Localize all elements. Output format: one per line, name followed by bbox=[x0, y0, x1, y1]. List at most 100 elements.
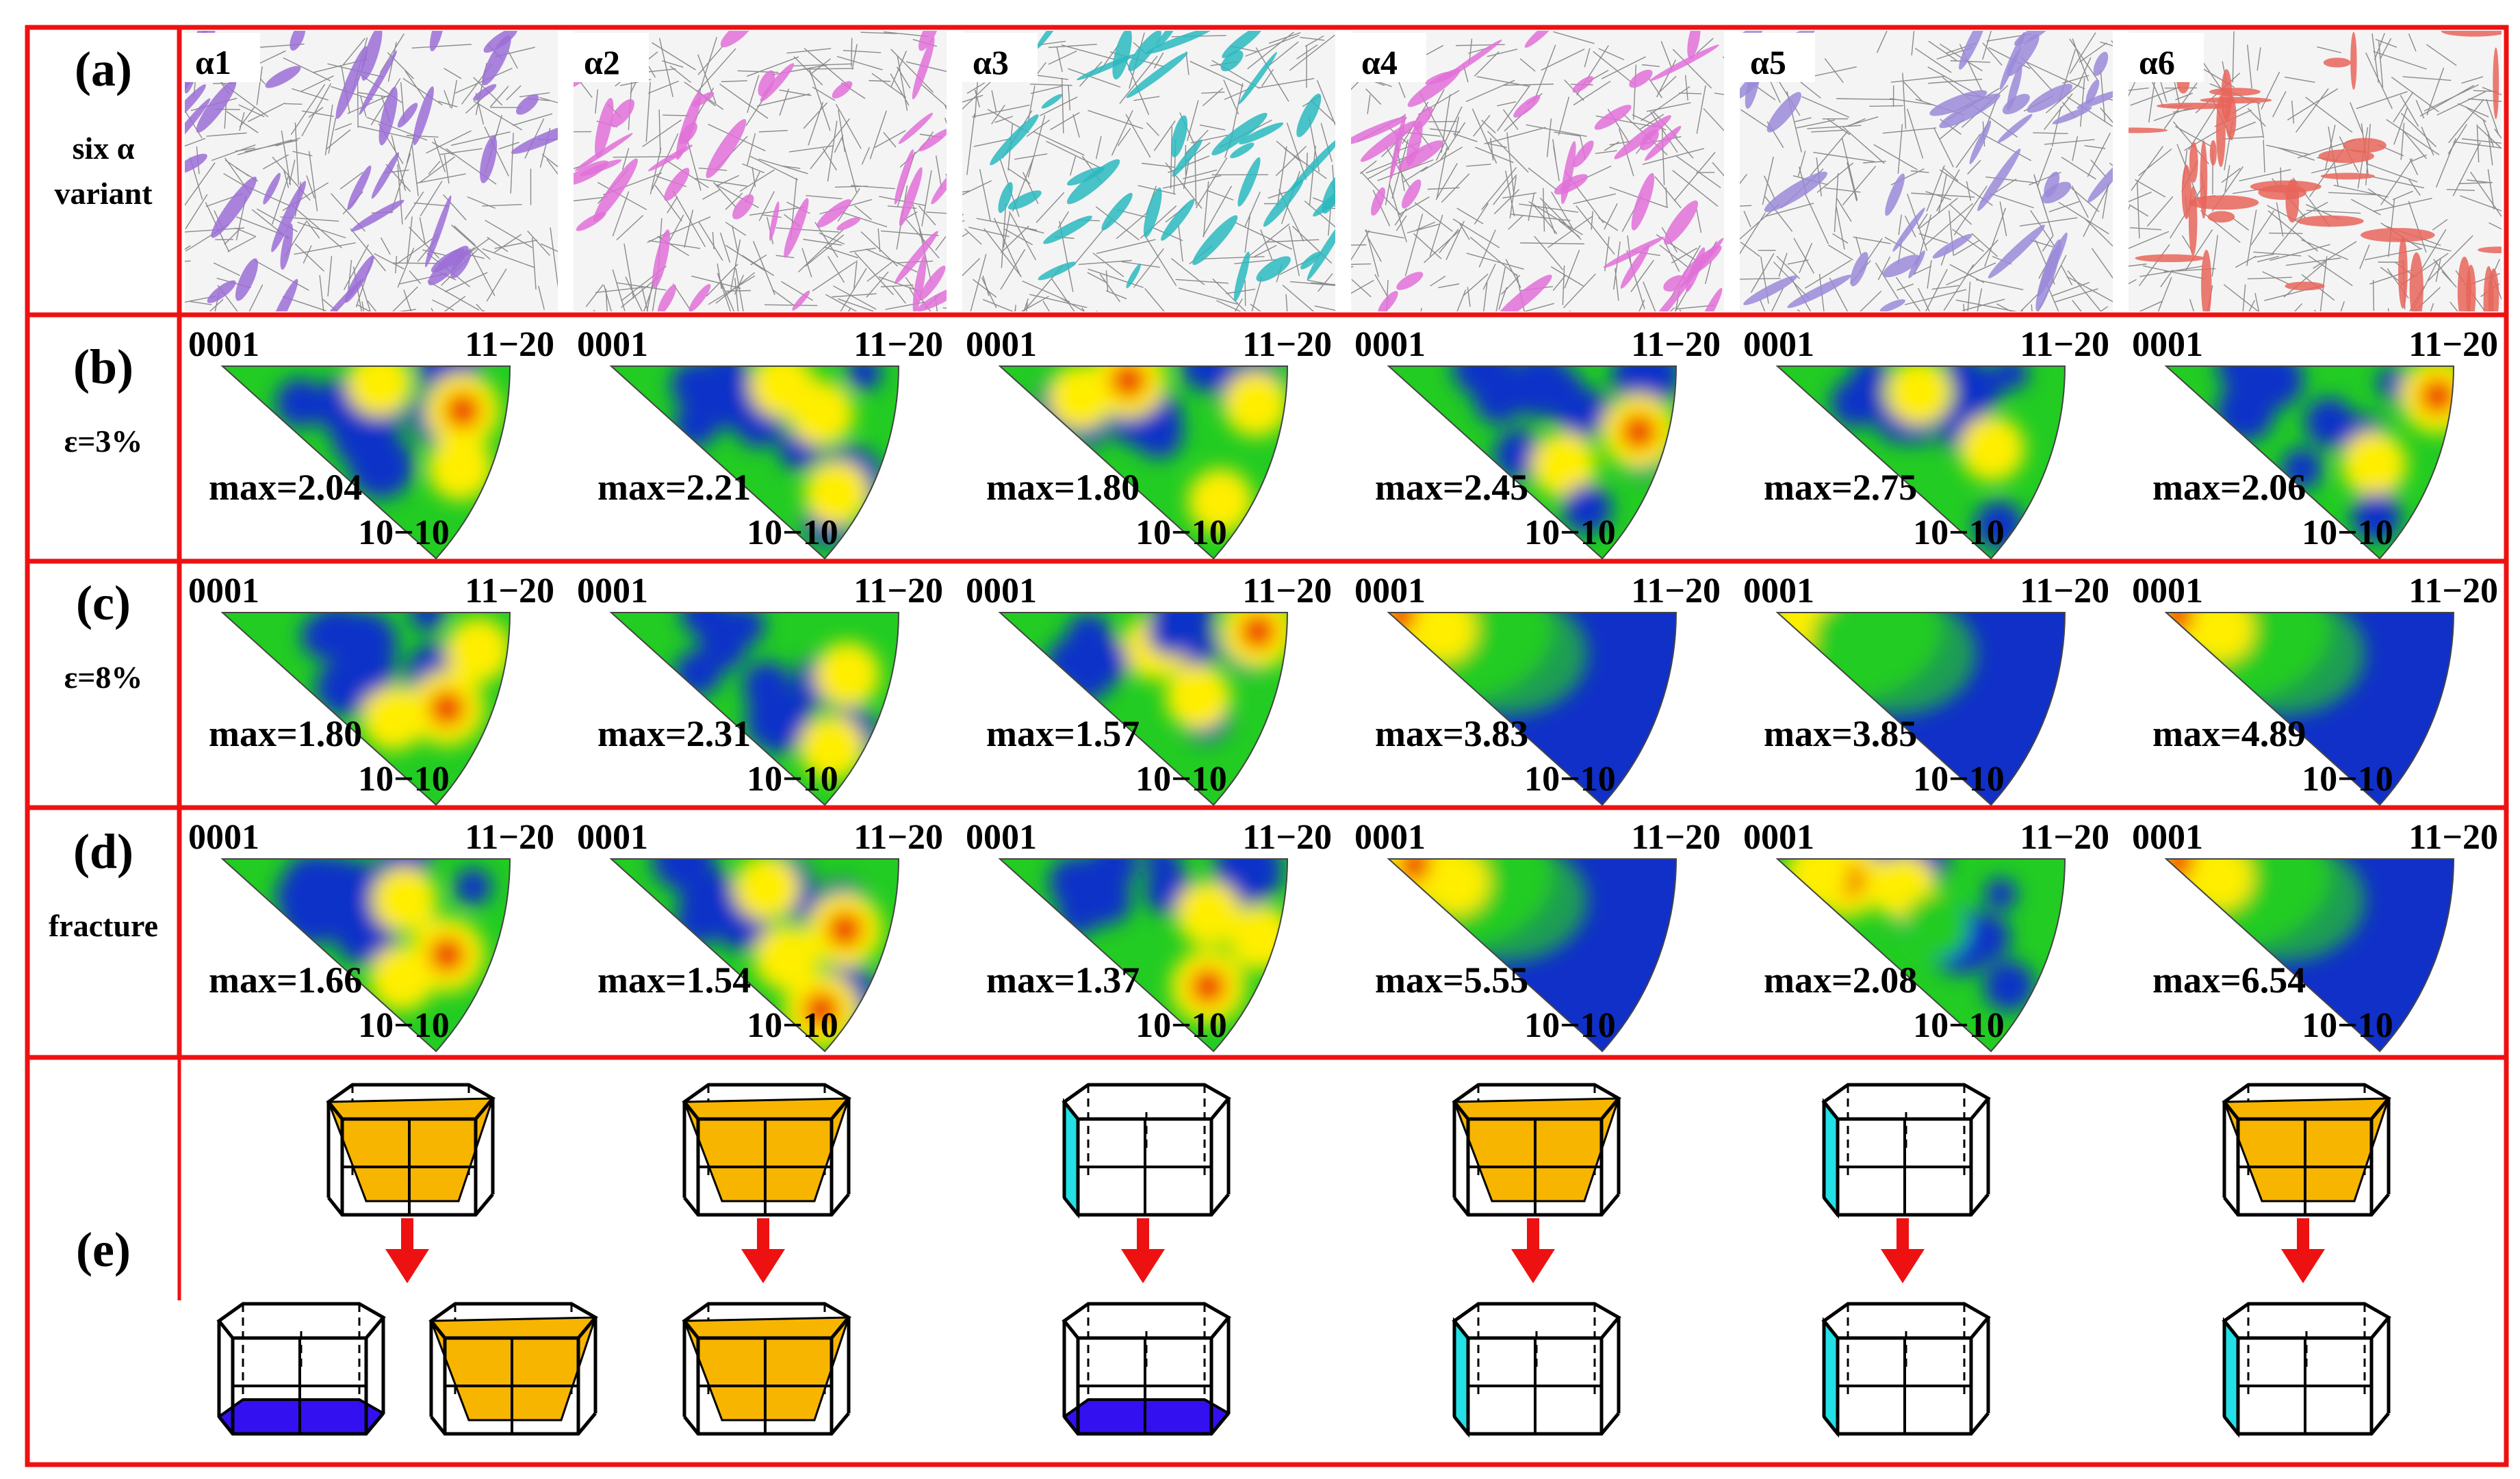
lath-outline bbox=[944, 117, 947, 125]
lath-outline bbox=[1438, 283, 1460, 289]
lath-outline bbox=[2373, 51, 2427, 70]
lath-outline bbox=[272, 156, 311, 201]
ipf-outline bbox=[609, 858, 900, 1053]
lath-outline bbox=[809, 69, 831, 131]
lath-outline bbox=[540, 243, 558, 253]
lath-outline bbox=[440, 148, 483, 155]
lath-outline bbox=[367, 300, 377, 311]
transition-arrow bbox=[1881, 1218, 1925, 1283]
variant-lath bbox=[1629, 69, 1653, 88]
lath-outline bbox=[2100, 107, 2113, 123]
lath-outline bbox=[612, 191, 630, 237]
lath-outline bbox=[1996, 303, 2013, 311]
variant-lath bbox=[1402, 179, 1422, 209]
lath-outline bbox=[1898, 214, 1902, 235]
lath-outline bbox=[1269, 41, 1299, 66]
lath-outline bbox=[2287, 88, 2339, 120]
lath-outline bbox=[2129, 279, 2137, 285]
lath-outline bbox=[1456, 207, 1484, 224]
lath-outline bbox=[836, 103, 862, 149]
lath-outline bbox=[1487, 131, 1529, 173]
lath-outline bbox=[2055, 288, 2098, 303]
lath-outline bbox=[428, 160, 441, 175]
variant-lath bbox=[1066, 159, 1120, 205]
lath-outline bbox=[1194, 148, 1197, 206]
variant-lath bbox=[1289, 136, 1335, 191]
lath-outline bbox=[1528, 167, 1558, 191]
lath-outline bbox=[1818, 274, 1825, 311]
lath-outline bbox=[1245, 34, 1300, 57]
inverse-pole-figures: 0001 11−20 10−10 max=2.04 0001 11−20 10−10 max=… bbox=[188, 325, 2498, 1053]
ipf-blob bbox=[1228, 905, 1287, 971]
lath-outline bbox=[1146, 122, 1159, 136]
lath-outline bbox=[2072, 300, 2082, 311]
lath-outline bbox=[1853, 236, 1891, 244]
ipf-corner-11-20: 11−20 bbox=[2020, 325, 2109, 364]
lath-outline bbox=[970, 253, 987, 311]
ipf-d-6: 0001 11−20 10−10 max=6.54 bbox=[2132, 818, 2498, 1053]
variant-lath bbox=[1239, 122, 1284, 144]
lath-outline bbox=[993, 218, 1021, 277]
ipf-blob bbox=[1562, 484, 1612, 534]
ipf-blobs bbox=[1452, 366, 1676, 534]
lath-outline bbox=[2372, 176, 2425, 189]
lath-outline bbox=[779, 89, 812, 97]
variant-lath bbox=[2007, 65, 2022, 111]
ipf-outline bbox=[998, 612, 1289, 806]
lath-outline bbox=[1068, 85, 1071, 111]
lath-outline bbox=[869, 110, 887, 159]
variant-lath bbox=[1313, 180, 1335, 217]
lath-outline bbox=[2232, 31, 2235, 83]
lath-outline bbox=[972, 279, 997, 298]
lath-outline bbox=[2276, 202, 2284, 237]
lath-outline bbox=[1493, 174, 1517, 205]
lath-outline bbox=[801, 248, 812, 278]
lath-outline bbox=[1144, 235, 1177, 286]
lath-outline bbox=[206, 132, 247, 137]
variant-lath bbox=[610, 99, 635, 127]
variant-lath bbox=[1664, 200, 1698, 245]
lath-outline bbox=[1351, 244, 1367, 246]
lath-outline bbox=[1203, 181, 1209, 237]
lath-outline bbox=[746, 56, 799, 77]
variant-lath bbox=[511, 122, 558, 154]
lath-outline bbox=[735, 268, 744, 311]
ipf-blob bbox=[1534, 366, 1584, 416]
lath-outline bbox=[2400, 112, 2437, 148]
lath-outline bbox=[806, 194, 843, 200]
lath-outline bbox=[921, 170, 932, 227]
lath-outline bbox=[356, 304, 371, 311]
ipf-blob bbox=[1424, 859, 1490, 916]
lath-outline bbox=[357, 78, 359, 128]
lath-outline bbox=[1027, 115, 1046, 178]
variant-lath bbox=[2441, 31, 2502, 37]
lath-outline bbox=[541, 153, 558, 168]
lath-outline bbox=[1023, 298, 1029, 311]
lath-outline bbox=[2267, 210, 2319, 252]
variant-lath bbox=[2135, 254, 2205, 263]
lath-outline bbox=[1419, 92, 1450, 151]
ipf-corner-0001: 0001 bbox=[2132, 325, 2203, 364]
lath-outline bbox=[1573, 80, 1611, 106]
lath-outline bbox=[1601, 56, 1646, 79]
lath-outline bbox=[2129, 192, 2152, 203]
lath-outline bbox=[1116, 213, 1147, 240]
variant-lath bbox=[1663, 275, 1686, 292]
variant-map-texture bbox=[1351, 31, 1724, 311]
lath-outline bbox=[1244, 280, 1246, 307]
lath-outline bbox=[2400, 123, 2405, 160]
lath-outline bbox=[1615, 268, 1619, 301]
lath-outline bbox=[1907, 108, 1924, 159]
lath-outline bbox=[834, 135, 844, 153]
variant-lath bbox=[1620, 244, 1650, 289]
ipf-blob bbox=[276, 378, 326, 428]
lath-outline bbox=[1672, 170, 1719, 207]
lath-outline bbox=[758, 191, 775, 222]
lath-outline bbox=[1466, 253, 1524, 270]
ipf-corner-0001: 0001 bbox=[188, 818, 259, 857]
lath-outline bbox=[771, 289, 795, 307]
lath-outline bbox=[918, 205, 936, 226]
lath-outline bbox=[391, 135, 407, 192]
lath-outline bbox=[1483, 282, 1488, 311]
lath-outline bbox=[663, 114, 689, 116]
